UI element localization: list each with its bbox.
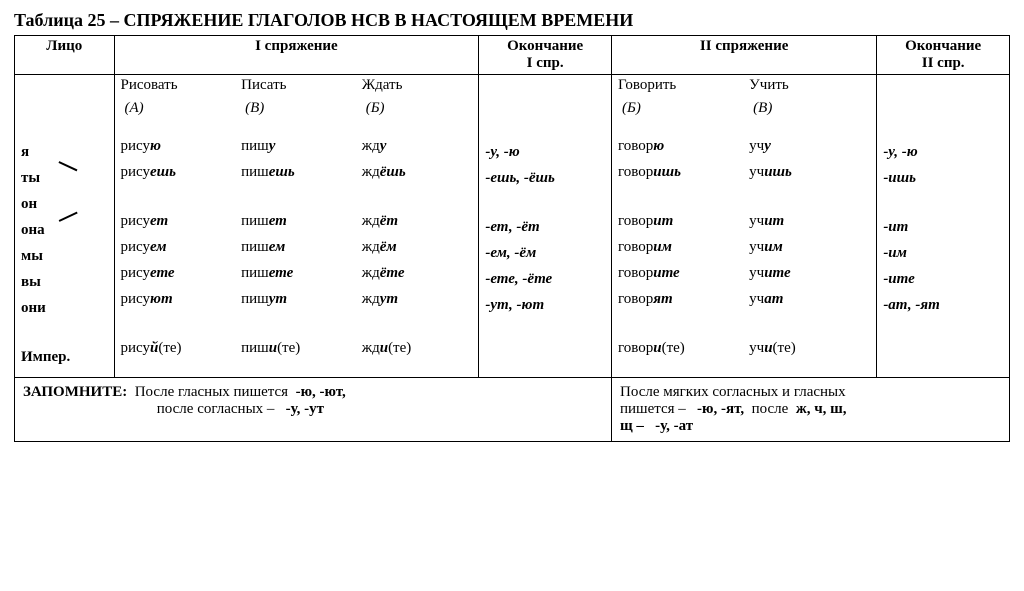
- conj2-cell: Говорить(Б) Учить(В) говорю говоришь гов…: [611, 75, 876, 378]
- conj1-v3-forms: жду ждёшь ждёт ждём ждёте ждут жди(те): [362, 129, 473, 366]
- conj2-v1-forms: говорю говоришь говорит говорим говорите…: [618, 129, 739, 366]
- pronoun-cell: я ты он она мы вы они Импер.: [15, 75, 115, 378]
- header-end2: ОкончаниеII спр.: [877, 36, 1010, 75]
- end2-cell: -у, -ю -ишь -ит -им -ите -ат, -ят: [877, 75, 1010, 378]
- conj2-v2-forms: учу учишь учит учим учите учат учи(те): [749, 129, 870, 366]
- header-conj1: I спряжение: [114, 36, 479, 75]
- conj1-cell: Рисовать(А) Писать(В) Ждать(Б) рисую рис…: [114, 75, 479, 378]
- conj1-v1-forms: рисую рисуешь рисует рисуем рисуете рису…: [121, 129, 232, 366]
- footnote-left: ЗАПОМНИТЕ: После гласных пишется -ю, -ют…: [15, 378, 612, 442]
- conj1-v2-forms: пишу пишешь пишет пишем пишете пишут пиш…: [241, 129, 352, 366]
- header-person: Лицо: [15, 36, 115, 75]
- table-title: Таблица 25 – СПРЯЖЕНИЕ ГЛАГОЛОВ НСВ В НА…: [14, 10, 1010, 31]
- bracket-icon: [59, 161, 85, 221]
- header-conj2: II спряжение: [611, 36, 876, 75]
- header-end1: ОкончаниеI спр.: [479, 36, 612, 75]
- footnote-right: После мягких согласных и гласных пишется…: [611, 378, 1009, 442]
- end1-cell: -у, -ю -ешь, -ёшь -ет, -ёт -ем, -ём -ете…: [479, 75, 612, 378]
- conjugation-table: Лицо I спряжение ОкончаниеI спр. II спря…: [14, 35, 1010, 442]
